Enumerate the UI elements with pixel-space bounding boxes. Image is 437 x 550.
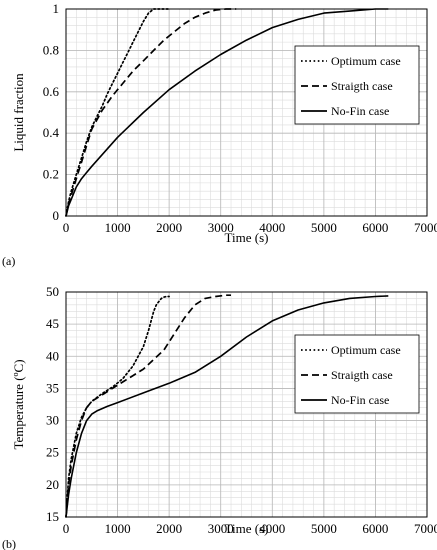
panel-1-series-optimum-case — [65, 8, 170, 217]
panel-2-label: (b) — [2, 537, 16, 550]
panel-2-x-tick-label: 3000 — [208, 521, 234, 536]
panel-1-x-tick-label: 4000 — [259, 220, 285, 235]
panel-1-y-tick-label: 1 — [53, 1, 60, 16]
panel-1-x-tick-label: 0 — [63, 220, 70, 235]
panel-1-legend-label: No-Fin case — [331, 104, 389, 118]
panel-2-y-tick-label: 35 — [46, 380, 59, 395]
panel-2-plot-frame — [65, 291, 428, 518]
panel-2-x-tick-label: 0 — [63, 521, 70, 536]
panel-2-series-optimum-case — [65, 295, 170, 518]
panel-1-y-tick-label: 0.6 — [43, 84, 60, 99]
panel-1-x-tick-label: 2000 — [156, 220, 182, 235]
panel-2-legend-label: Straigth case — [331, 368, 393, 382]
panel-1-series-straigth-case — [65, 8, 237, 217]
panel-2-x-tick-label: 5000 — [311, 521, 337, 536]
panel-2-y-tick-label: 25 — [46, 445, 59, 460]
panel-1-y-tick-label: 0.4 — [43, 125, 60, 140]
panel-2-y-tick-label: 20 — [46, 477, 59, 492]
panel-1-x-tick-label: 5000 — [311, 220, 337, 235]
panel-2-y-tick-label: 40 — [46, 348, 59, 363]
panel-1-plot-frame — [65, 8, 428, 217]
panel-2-legend-label: No-Fin case — [331, 393, 389, 407]
panel-2-x-tick-label: 1000 — [105, 521, 131, 536]
panel-2-series-no-fin-case — [65, 295, 389, 518]
panel-2-y-tick-label: 45 — [46, 316, 59, 331]
panel-1-y-tick-label: 0.2 — [43, 167, 59, 182]
panel-1-y-tick-label: 0 — [53, 208, 60, 223]
panel-2-y-tick-label: 30 — [46, 413, 59, 428]
panel-2-y-tick-label: 15 — [46, 509, 59, 524]
panel-1-legend-label: Straigth case — [331, 79, 393, 93]
panel-2-x-axis-label: Time (s) — [225, 521, 269, 536]
panel-2-y-axis-label: Temperature (ºC) — [11, 359, 26, 449]
panel-1-x-axis-label: Time (s) — [225, 230, 269, 245]
panel-2-x-tick-label: 7000 — [414, 521, 437, 536]
panel-1-series-no-fin-case — [65, 8, 389, 217]
panel-2-legend-label: Optimum case — [331, 343, 401, 357]
panel-2-y-tick-label: 50 — [46, 284, 59, 299]
panel-1-legend-label: Optimum case — [331, 54, 401, 68]
panel-1-x-tick-label: 1000 — [105, 220, 131, 235]
panel-1-y-tick-label: 0.8 — [43, 42, 59, 57]
panel-1-x-tick-label: 3000 — [208, 220, 234, 235]
panel-2-x-tick-label: 6000 — [362, 521, 388, 536]
panel-1-x-tick-label: 7000 — [414, 220, 437, 235]
panel-2-x-tick-label: 4000 — [259, 521, 285, 536]
panel-1-label: (a) — [2, 254, 15, 268]
panel-1-y-axis-label: Liquid fraction — [11, 73, 26, 152]
panel-2-x-tick-label: 2000 — [156, 521, 182, 536]
panel-2-series-straigth-case — [65, 294, 231, 518]
panel-1-x-tick-label: 6000 — [362, 220, 388, 235]
